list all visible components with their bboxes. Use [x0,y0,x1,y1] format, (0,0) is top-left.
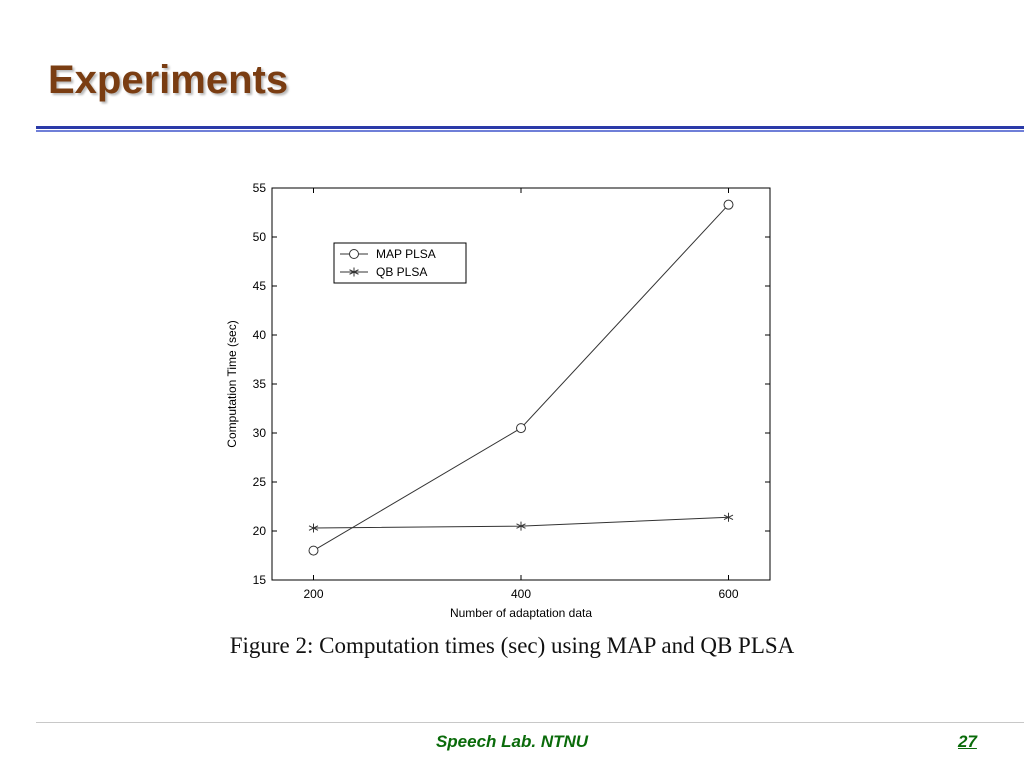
y-axis-label: Computation Time (sec) [225,320,239,447]
y-tick-label: 40 [253,328,267,342]
legend-marker-1 [349,267,359,277]
line-chart: 15 20 25 30 35 40 45 50 55 200 400 600 Number of ada… [225,181,771,620]
y-tick-label: 25 [253,475,267,489]
y-tick-label: 20 [253,524,267,538]
data-point-1-1 [516,521,526,531]
legend-marker-0 [349,249,359,259]
y-tick-label: 15 [253,573,267,587]
data-point-1-2 [723,512,734,522]
title-underline-light [36,130,1024,132]
legend-label-1: QB PLSA [376,265,427,279]
data-point-0-2 [723,199,734,210]
footer-lab-name: Speech Lab. NTNU [435,732,589,751]
legend-label-0: MAP PLSA [376,247,436,261]
star-marker-stroke [516,523,526,529]
data-point-0-1 [516,423,526,434]
y-tick-label: 55 [253,181,267,195]
x-axis-label: Number of adaptation data [450,606,592,620]
x-tick-label: 200 [303,587,323,601]
data-point-0-0 [308,545,319,556]
y-tick-label: 35 [253,377,267,391]
x-tick-label: 400 [511,587,531,601]
star-marker-stroke [349,269,359,275]
y-tick-label: 50 [253,230,267,244]
slide-title: Experiments [48,58,289,102]
y-tick-label: 45 [253,279,267,293]
star-marker-stroke [308,525,319,531]
title-underline-dark [36,126,1024,129]
x-tick-label: 600 [718,587,738,601]
footer-divider [36,722,1024,723]
title-underline [36,126,1024,132]
y-tick-label: 30 [253,426,267,440]
data-point-1-0 [308,523,319,533]
chart-figure: 15 20 25 30 35 40 45 50 55 200 400 600 Number of ada… [200,170,820,630]
page-number: 27 [958,732,977,751]
figure-caption: Figure 2: Computation times (sec) using … [229,633,795,658]
star-marker-stroke [723,514,734,520]
